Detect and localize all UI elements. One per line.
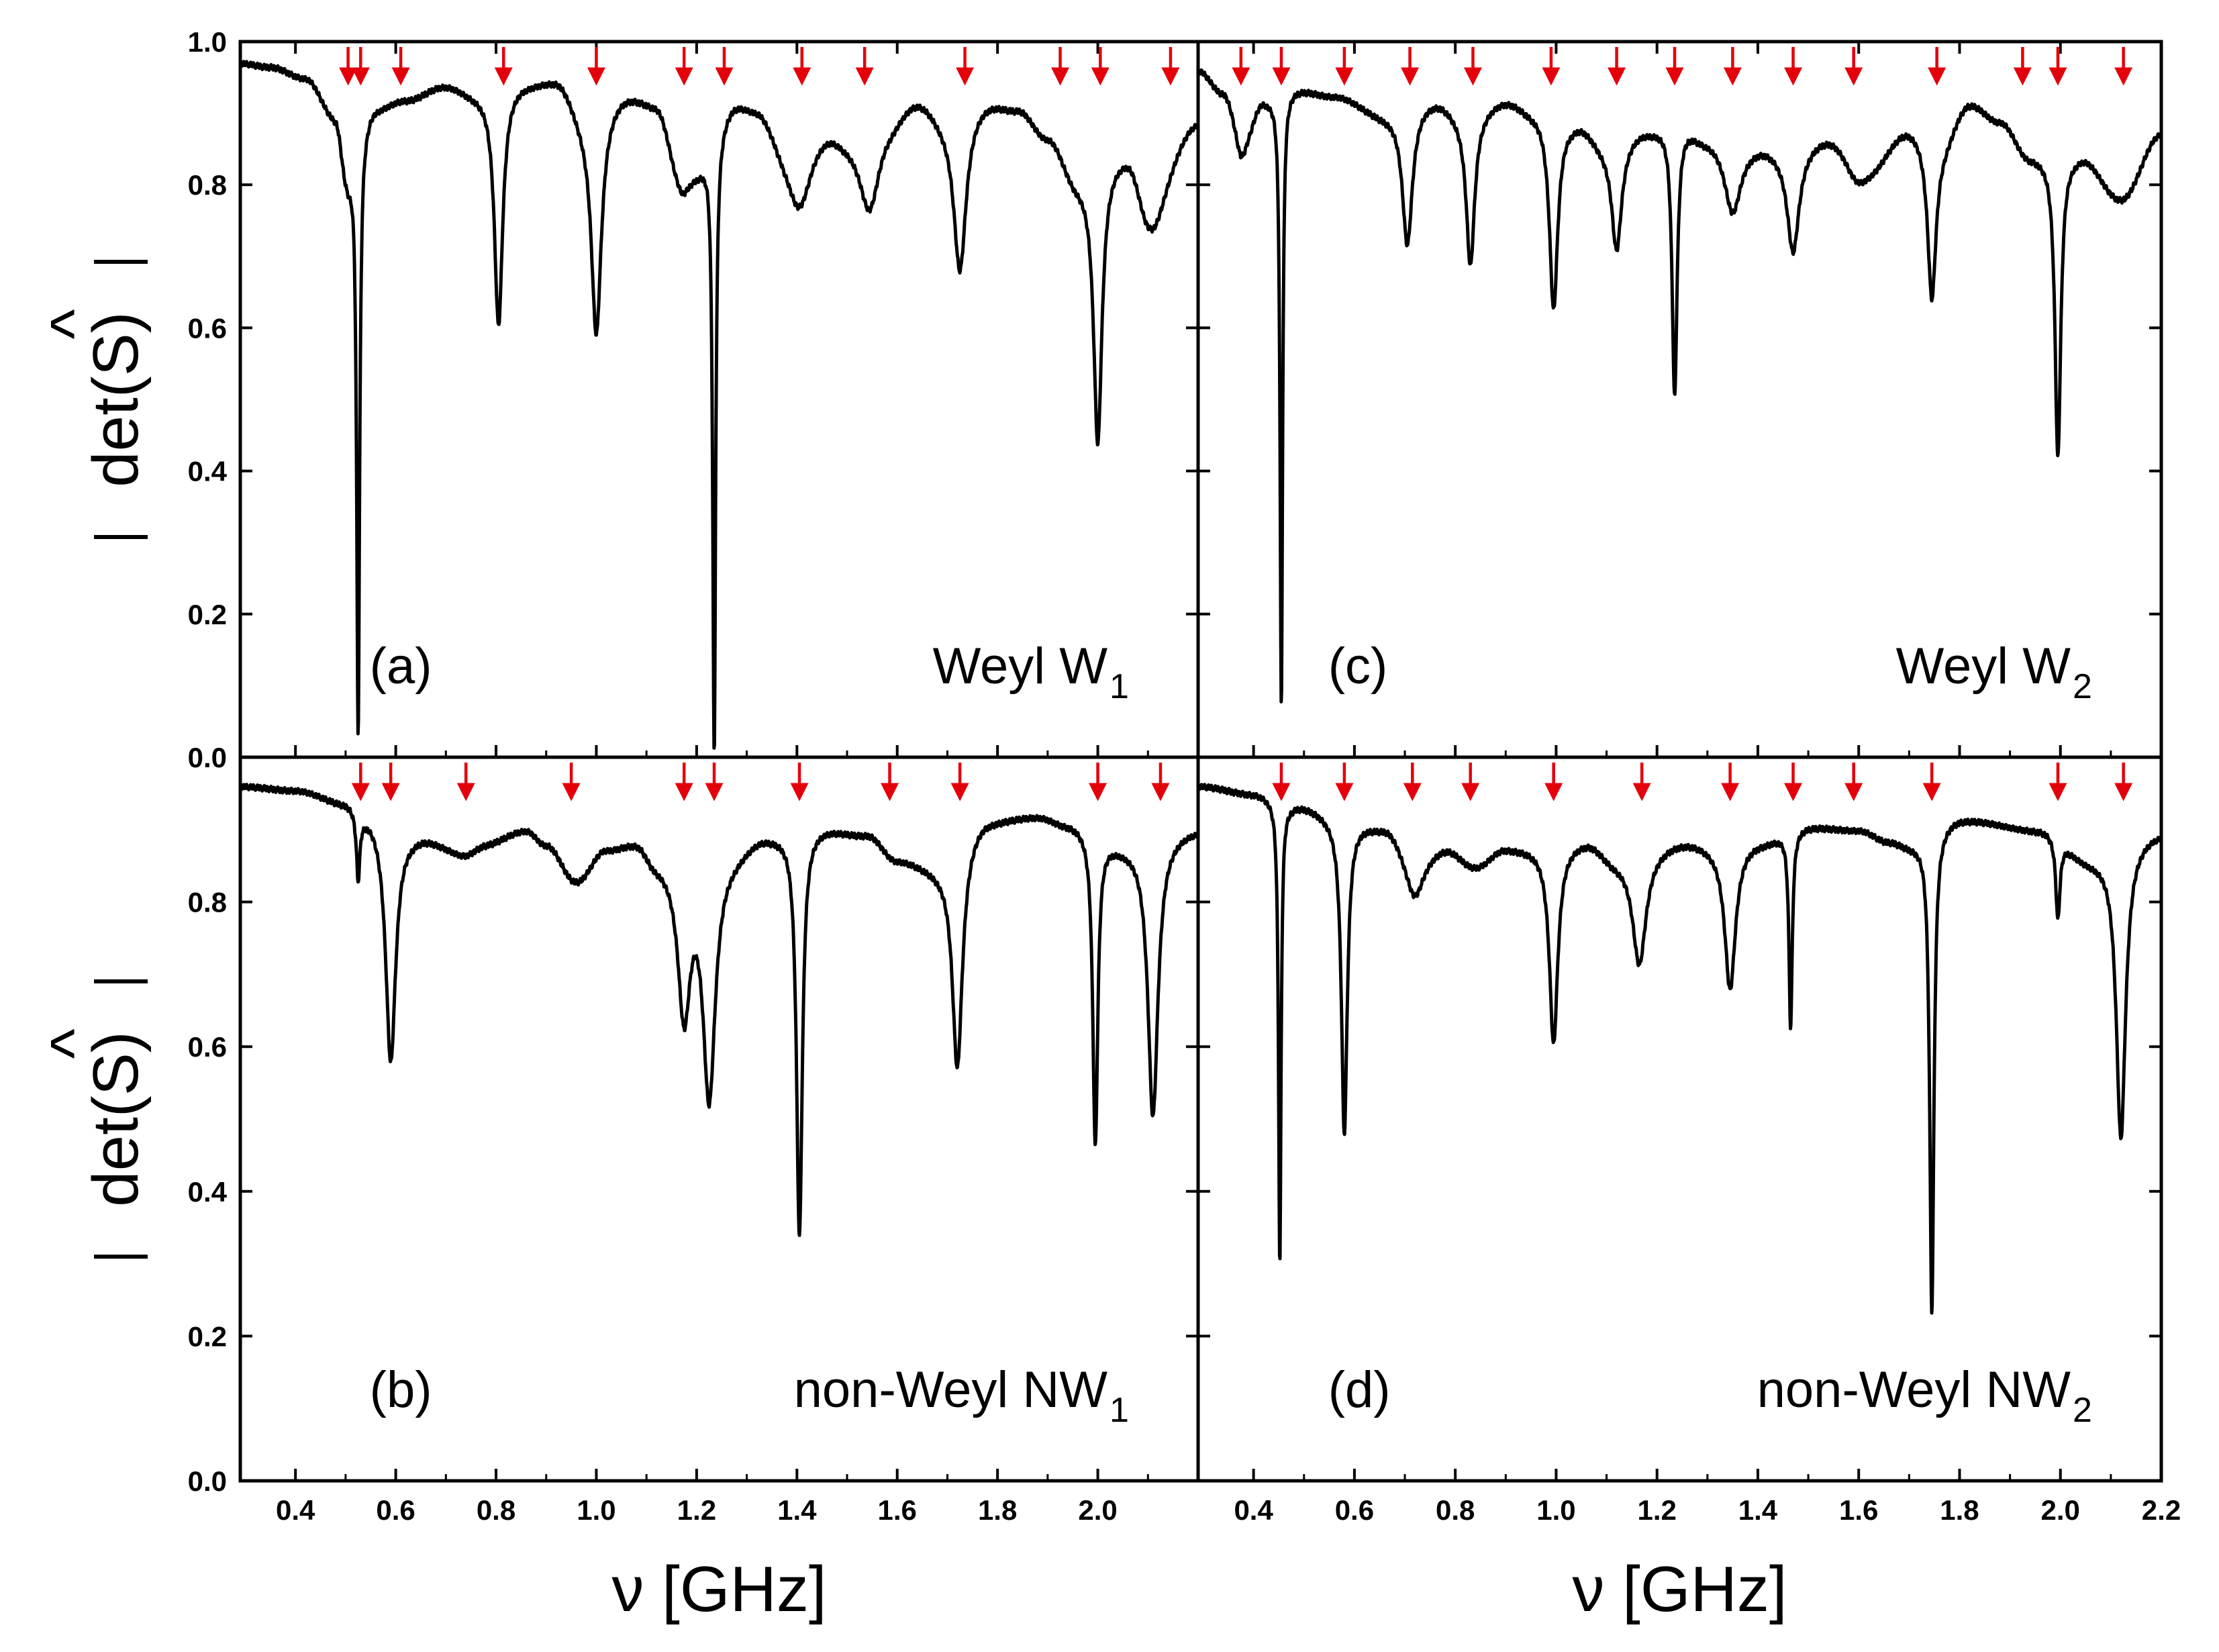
panel-series-label: Weyl W [933, 638, 1108, 695]
panel-series-label: Weyl W [1896, 638, 2071, 695]
x-ticks: 0.4 0.6 0.8 1.0 1.2 1.4 1.6 1.8 2.0 2.2 [1234, 1469, 2181, 1526]
y-tick-label: 0.6 [188, 312, 227, 344]
y-tick-label: 0.4 [188, 456, 228, 487]
x-tick-label: 1.8 [978, 1494, 1017, 1526]
panel-id-label: (c) [1328, 638, 1388, 695]
y-axis-title: det(S)^ [38, 260, 152, 539]
panel-id-label: (a) [370, 638, 432, 695]
resonance-arrows [339, 47, 1180, 86]
y-tick-label: 0.8 [188, 887, 227, 918]
data-series-line [240, 783, 1198, 1237]
y-axis-title-hat: ^ [38, 309, 109, 339]
panel-b: 0.4 0.6 0.8 1.0 1.2 1.4 1.6 1.8 2.00.00.20.40.60… [188, 763, 1198, 1526]
panel-series-label-subscript: 2 [2073, 667, 2092, 706]
x-tick-label: 1.4 [777, 1494, 817, 1526]
x-tick-label: 0.8 [477, 1494, 515, 1526]
panel-series-label: non-Weyl NW [1757, 1361, 2071, 1418]
y-tick-label: 0.2 [188, 599, 227, 630]
x-tick-label: 0.4 [276, 1494, 315, 1526]
x-tick-label: 0.4 [1234, 1494, 1273, 1526]
x-tick-label: 1.6 [878, 1494, 917, 1526]
x-tick-label: 1.0 [577, 1494, 615, 1526]
y-tick-label: 0.0 [188, 742, 227, 773]
plot-frames [238, 40, 2163, 1483]
panel-id-label: (b) [370, 1361, 432, 1418]
y-tick-label: 0.0 [188, 1465, 227, 1497]
x-axis-title: ν [GHz] [611, 1553, 826, 1625]
x-tick-label: 1.0 [1536, 1494, 1575, 1526]
y-tick-label: 0.2 [188, 1320, 227, 1352]
data-series-line [1198, 783, 2161, 1315]
x-ticks: 0.4 0.6 0.8 1.0 1.2 1.4 1.6 1.8 2.0 [276, 1469, 1149, 1526]
data-series-line [1198, 68, 2161, 703]
x-tick-label: 0.6 [376, 1494, 415, 1526]
x-tick-label: 2.0 [1078, 1494, 1117, 1526]
panel-series-label: non-Weyl NW [794, 1361, 1108, 1418]
x-tick-label: 1.4 [1738, 1494, 1778, 1526]
y-tick-label: 0.6 [188, 1031, 227, 1063]
panel-d: 0.4 0.6 0.8 1.0 1.2 1.4 1.6 1.8 2.0 2.2 (d) non-Wey… [1198, 763, 2181, 1526]
y-axis-title-text: det(S) [80, 1031, 152, 1206]
resonance-arrows [351, 763, 1170, 801]
y-axis-title: det(S)^ [38, 979, 152, 1259]
y-tick-label: 1.0 [188, 26, 227, 58]
y-ticks [1198, 900, 2161, 1482]
x-tick-label: 0.6 [1335, 1494, 1374, 1526]
x-tick-label: 0.8 [1436, 1494, 1475, 1526]
data-series-line [240, 60, 1198, 750]
x-tick-label: 2.2 [2142, 1494, 2181, 1526]
y-ticks: 0.0 0.2 0.4 0.6 0.8 [188, 887, 1198, 1497]
y-axis-title-hat: ^ [38, 1028, 109, 1059]
x-tick-label: 1.2 [677, 1494, 716, 1526]
x-tick-label: 1.2 [1637, 1494, 1676, 1526]
y-axis-title-text: det(S) [80, 311, 152, 487]
resonance-arrows [1272, 763, 2133, 801]
panel-series-label-subscript: 2 [2073, 1391, 2092, 1430]
y-tick-label: 0.8 [188, 169, 227, 201]
panel-series-label-subscript: 1 [1110, 1391, 1129, 1430]
y-ticks: 0.0 0.2 0.4 0.6 0.8 1.0 [188, 26, 1198, 773]
resonance-arrows [1232, 47, 2133, 86]
x-tick-label: 1.6 [1839, 1494, 1878, 1526]
panel-id-label: (d) [1328, 1361, 1391, 1418]
x-axis-title: ν [GHz] [1572, 1553, 1787, 1625]
y-tick-label: 0.4 [188, 1176, 228, 1208]
panel-series-label-subscript: 1 [1110, 667, 1129, 706]
plot-frame-outer [238, 40, 2163, 1483]
x-tick-label: 1.8 [1940, 1494, 1979, 1526]
x-tick-label: 2.0 [2041, 1494, 2080, 1526]
